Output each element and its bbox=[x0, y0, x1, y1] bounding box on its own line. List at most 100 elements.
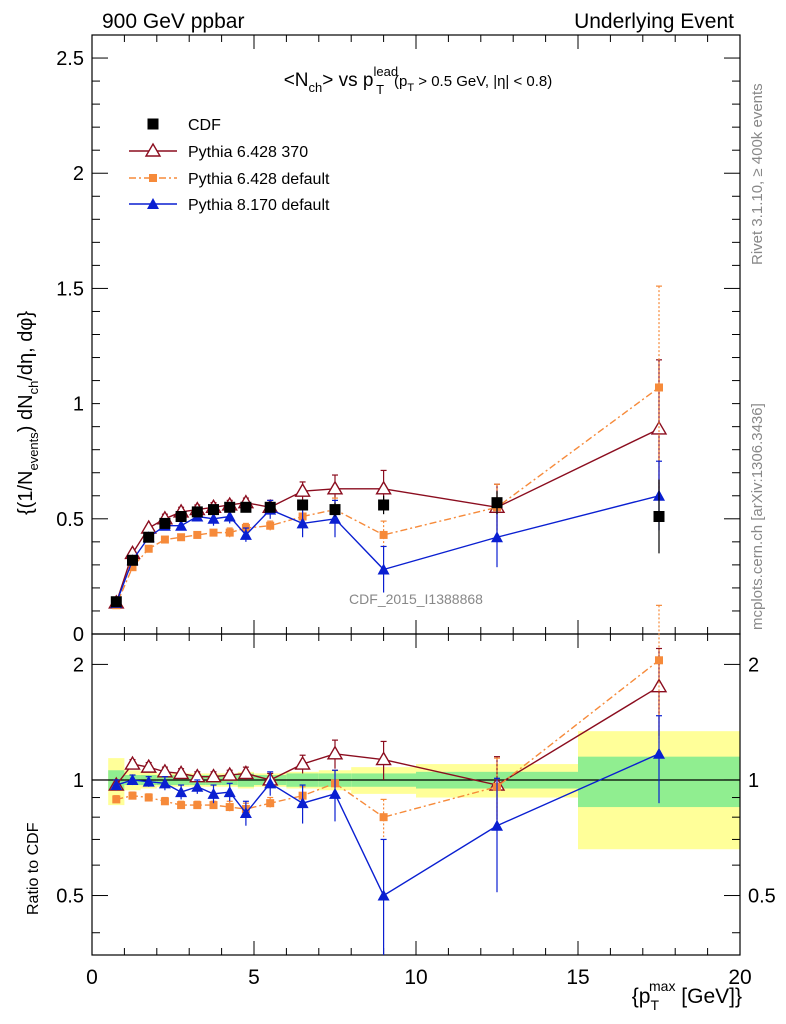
ratio-series-p6_370-point bbox=[140, 758, 157, 773]
y-axis-label: {(1/Nevents) dNch/dη, dφ} bbox=[15, 311, 41, 515]
series-p6_def-point bbox=[379, 530, 388, 539]
cdf-point bbox=[191, 506, 203, 518]
cdf-point bbox=[491, 497, 503, 509]
legend-label: Pythia 8.170 default bbox=[188, 197, 330, 214]
ratio-series-p6_def-point bbox=[160, 797, 169, 806]
rivet-label: Rivet 3.1.10, ≥ 400k events bbox=[749, 83, 766, 265]
cdf-point bbox=[175, 511, 187, 523]
ratio-y-tick-label: 2 bbox=[73, 654, 84, 676]
ratio-series-p8-point bbox=[223, 786, 236, 798]
series-p8-point bbox=[377, 563, 390, 575]
series-p8-point bbox=[296, 517, 309, 529]
y-tick-label: 1 bbox=[73, 394, 84, 416]
ratio-y-tick-label-right: 1 bbox=[748, 770, 759, 792]
cdf-point bbox=[653, 511, 665, 523]
ratio-series-p8-point bbox=[491, 819, 503, 831]
ratio-series-p6_def-point bbox=[225, 803, 234, 812]
series-p6_def-point bbox=[160, 535, 169, 544]
ratio-series-p6_def-point bbox=[112, 795, 121, 804]
cdf-point bbox=[208, 504, 219, 516]
y-tick-label: 2 bbox=[73, 163, 84, 185]
ratio-series-p6_370-point bbox=[205, 768, 222, 783]
header-left: 900 GeV ppbar bbox=[102, 10, 244, 33]
legend-marker bbox=[149, 174, 157, 182]
ratio-series-p8-point bbox=[329, 787, 341, 799]
series-p6_370-point bbox=[375, 480, 392, 495]
ratio-series-p8-point bbox=[175, 786, 188, 798]
series-p8-point bbox=[175, 519, 188, 531]
ratio-frame bbox=[91, 633, 741, 956]
ratio-series-p8-point bbox=[158, 777, 171, 789]
x-tick-label: 10 bbox=[404, 966, 427, 989]
y-tick-label: 2.5 bbox=[56, 48, 84, 70]
legend-marker bbox=[147, 198, 159, 209]
series-p6_def-point bbox=[655, 383, 663, 392]
ratio-series-p6_def-point bbox=[266, 799, 275, 808]
ratio-series-p6_def-point bbox=[655, 656, 663, 665]
cdf-point bbox=[224, 501, 236, 513]
cdf-point bbox=[159, 517, 171, 529]
ratio-series-p8-point bbox=[191, 780, 204, 792]
ratio-series-p8-point bbox=[126, 773, 139, 785]
legend-label: CDF bbox=[188, 117, 221, 134]
main-plot: 0 0.5 1 1.5 2 2.5 bbox=[56, 34, 741, 955]
ratio-y-axis-label: Ratio to CDF bbox=[25, 822, 42, 915]
ratio-series-p8-point bbox=[110, 779, 123, 791]
cdf-point bbox=[240, 501, 252, 513]
y-tick-label: 1.5 bbox=[56, 278, 84, 300]
series-p8-point bbox=[207, 512, 220, 524]
plot-title: <Nch> vs plead T (pT > 0.5 GeV, |η| < 0.8) bbox=[284, 64, 553, 97]
series-p6_def-point bbox=[209, 528, 218, 537]
ratio-series-p8-point bbox=[264, 777, 277, 789]
ratio-series-p8-point bbox=[296, 797, 309, 809]
ratio-series-p6_def-point bbox=[144, 793, 153, 802]
ratio-series-p6_370-point bbox=[326, 745, 344, 760]
cdf-point bbox=[127, 554, 138, 566]
ratio-series-p8-point bbox=[377, 889, 390, 901]
ratio-series-p8-point bbox=[142, 775, 155, 787]
ratio-series-p8-point bbox=[239, 807, 252, 819]
ratio-y-tick-label-right: 2 bbox=[748, 654, 759, 676]
series-p6_def-point bbox=[266, 521, 275, 530]
ratio-y-tick-label: 1 bbox=[73, 770, 84, 792]
x-tick-label: 0 bbox=[86, 966, 98, 989]
analysis-watermark: CDF_2015_I1388868 bbox=[349, 591, 483, 607]
cdf-point bbox=[143, 531, 155, 543]
ratio-series-p6_def-point bbox=[128, 791, 137, 800]
cdf-point bbox=[264, 501, 276, 513]
series-p6_def-point bbox=[128, 563, 137, 572]
ratio-series-p6_def-point bbox=[177, 801, 186, 810]
ratio-plot: 0 5 10 15 20 0.5 0.5 1 1 2 2 bbox=[56, 604, 776, 989]
y-tick-label: 0 bbox=[73, 624, 84, 646]
ratio-series-p6_def-point bbox=[379, 813, 388, 822]
ratio-series-p8-point bbox=[653, 747, 665, 759]
ratio-series-p6_370-point bbox=[172, 765, 190, 780]
series-p8-point bbox=[329, 512, 341, 524]
series-p8-point bbox=[491, 531, 503, 543]
series-p8-point bbox=[239, 528, 252, 540]
x-tick-label: 5 bbox=[248, 966, 260, 989]
ratio-series-p6_def-point bbox=[209, 801, 218, 810]
cdf-point bbox=[329, 504, 341, 516]
series-p6_370-point bbox=[326, 480, 344, 495]
series-p6_370-point bbox=[140, 519, 157, 534]
ratio-series-p6_def-point bbox=[193, 801, 202, 810]
cdf-point bbox=[378, 499, 390, 511]
series-p8-point bbox=[223, 510, 236, 522]
ratio-y-tick-label-right: 0.5 bbox=[748, 886, 776, 908]
ratio-series-p6_370-point bbox=[237, 765, 255, 780]
series-p6_def-point bbox=[144, 544, 153, 553]
legend-label: Pythia 6.428 370 bbox=[188, 144, 308, 161]
legend-marker-cdf bbox=[147, 118, 159, 130]
series-p6_def-point bbox=[177, 533, 186, 542]
legend-label: Pythia 6.428 default bbox=[188, 171, 330, 188]
series-p6_370-point bbox=[294, 482, 311, 497]
mcplots-label: mcplots.cern.ch [arXiv:1306.3436] bbox=[749, 403, 766, 630]
ratio-series-p6_370-point bbox=[221, 766, 238, 781]
ratio-series-p8-point bbox=[207, 787, 220, 799]
series-p6_def-point bbox=[193, 530, 202, 539]
ratio-series-p6_370-point bbox=[294, 755, 311, 770]
series-p6_def-point bbox=[225, 528, 234, 537]
cdf-point bbox=[110, 596, 122, 608]
